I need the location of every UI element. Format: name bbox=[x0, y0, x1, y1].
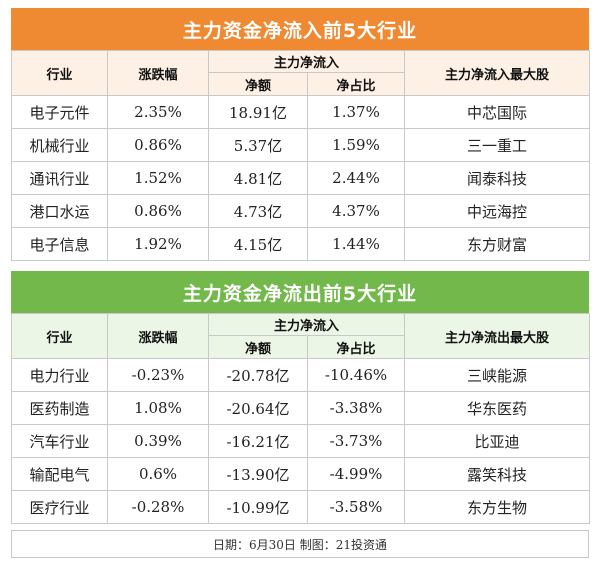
cell-change: 1.52% bbox=[107, 161, 209, 195]
table-row: 电力行业 -0.23% -20.78亿 -10.46% 三峡能源 bbox=[11, 358, 591, 392]
outflow-title: 主力资金净流出前5大行业 bbox=[11, 271, 589, 313]
cell-change: 0.6% bbox=[107, 457, 209, 491]
header-change: 涨跌幅 bbox=[107, 313, 209, 359]
cell-change: 0.86% bbox=[107, 194, 209, 228]
cell-industry: 机械行业 bbox=[11, 128, 108, 162]
cell-industry: 通讯行业 bbox=[11, 161, 108, 195]
cell-stock: 露笑科技 bbox=[404, 457, 591, 491]
inflow-title: 主力资金净流入前5大行业 bbox=[11, 8, 589, 50]
table-row: 港口水运 0.86% 4.73亿 4.37% 中远海控 bbox=[11, 194, 591, 228]
cell-stock: 华东医药 bbox=[404, 391, 591, 425]
table-row: 电子元件 2.35% 18.91亿 1.37% 中芯国际 bbox=[11, 95, 591, 129]
cell-industry: 电力行业 bbox=[11, 358, 108, 392]
cell-net: 4.73亿 bbox=[208, 194, 308, 228]
cell-ratio: 4.37% bbox=[306, 194, 406, 228]
cell-stock: 比亚迪 bbox=[404, 424, 591, 458]
table-row: 医疗行业 -0.28% -10.99亿 -3.58% 东方生物 bbox=[11, 490, 591, 524]
cell-stock: 中芯国际 bbox=[404, 95, 591, 129]
cell-net: -13.90亿 bbox=[208, 457, 308, 491]
cell-net: 4.81亿 bbox=[208, 161, 308, 195]
cell-industry: 医药制造 bbox=[11, 391, 108, 425]
cell-net: -20.64亿 bbox=[208, 391, 308, 425]
header-change: 涨跌幅 bbox=[107, 50, 209, 96]
cell-net: 5.37亿 bbox=[208, 128, 308, 162]
header-group: 主力净流入 bbox=[207, 50, 406, 73]
cell-net: -10.99亿 bbox=[208, 490, 308, 524]
header-group: 主力净流入 bbox=[207, 313, 406, 336]
cell-change: -0.23% bbox=[107, 358, 209, 392]
cell-net: -20.78亿 bbox=[208, 358, 308, 392]
table-row: 汽车行业 0.39% -16.21亿 -3.73% 比亚迪 bbox=[11, 424, 591, 458]
table-row: 医药制造 1.08% -20.64亿 -3.38% 华东医药 bbox=[11, 391, 591, 425]
cell-net: 18.91亿 bbox=[208, 95, 308, 129]
cell-ratio: 1.59% bbox=[306, 128, 406, 162]
cell-industry: 输配电气 bbox=[11, 457, 108, 491]
footer-credit: 日期：6月30日 制图：21投资通 bbox=[11, 530, 589, 558]
cell-stock: 中远海控 bbox=[404, 194, 591, 228]
cell-change: 1.08% bbox=[107, 391, 209, 425]
cell-industry: 医疗行业 bbox=[11, 490, 108, 524]
cell-net: 4.15亿 bbox=[208, 227, 308, 261]
header-industry: 行业 bbox=[11, 313, 108, 359]
cell-change: 0.39% bbox=[107, 424, 209, 458]
cell-industry: 港口水运 bbox=[11, 194, 108, 228]
cell-ratio: -10.46% bbox=[306, 358, 406, 392]
cell-change: 1.92% bbox=[107, 227, 209, 261]
cell-stock: 东方生物 bbox=[404, 490, 591, 524]
cell-change: 2.35% bbox=[107, 95, 209, 129]
header-top-stock: 主力净流出最大股 bbox=[404, 313, 591, 359]
header-ratio: 净占比 bbox=[306, 335, 406, 359]
cell-industry: 电子信息 bbox=[11, 227, 108, 261]
cell-industry: 汽车行业 bbox=[11, 424, 108, 458]
inflow-table: 行业 涨跌幅 主力净流入 主力净流入最大股 净额 净占比 电子元件 2.35% … bbox=[11, 50, 591, 261]
cell-stock: 东方财富 bbox=[404, 227, 591, 261]
cell-stock: 三峡能源 bbox=[404, 358, 591, 392]
table-row: 电子信息 1.92% 4.15亿 1.44% 东方财富 bbox=[11, 227, 591, 261]
header-industry: 行业 bbox=[11, 50, 108, 96]
table-row: 通讯行业 1.52% 4.81亿 2.44% 闻泰科技 bbox=[11, 161, 591, 195]
cell-net: -16.21亿 bbox=[208, 424, 308, 458]
header-net: 净额 bbox=[208, 335, 308, 359]
cell-stock: 三一重工 bbox=[404, 128, 591, 162]
cell-ratio: 2.44% bbox=[306, 161, 406, 195]
table-row: 机械行业 0.86% 5.37亿 1.59% 三一重工 bbox=[11, 128, 591, 162]
cell-ratio: 1.37% bbox=[306, 95, 406, 129]
header-ratio: 净占比 bbox=[306, 72, 406, 96]
header-net: 净额 bbox=[208, 72, 308, 96]
cell-ratio: -3.73% bbox=[306, 424, 406, 458]
cell-ratio: -4.99% bbox=[306, 457, 406, 491]
cell-ratio: -3.38% bbox=[306, 391, 406, 425]
cell-ratio: 1.44% bbox=[306, 227, 406, 261]
cell-stock: 闻泰科技 bbox=[404, 161, 591, 195]
cell-change: -0.28% bbox=[107, 490, 209, 524]
cell-industry: 电子元件 bbox=[11, 95, 108, 129]
table-row: 输配电气 0.6% -13.90亿 -4.99% 露笑科技 bbox=[11, 457, 591, 491]
cell-ratio: -3.58% bbox=[306, 490, 406, 524]
header-top-stock: 主力净流入最大股 bbox=[404, 50, 591, 96]
outflow-table: 行业 涨跌幅 主力净流入 主力净流出最大股 净额 净占比 电力行业 -0.23%… bbox=[11, 313, 591, 524]
cell-change: 0.86% bbox=[107, 128, 209, 162]
